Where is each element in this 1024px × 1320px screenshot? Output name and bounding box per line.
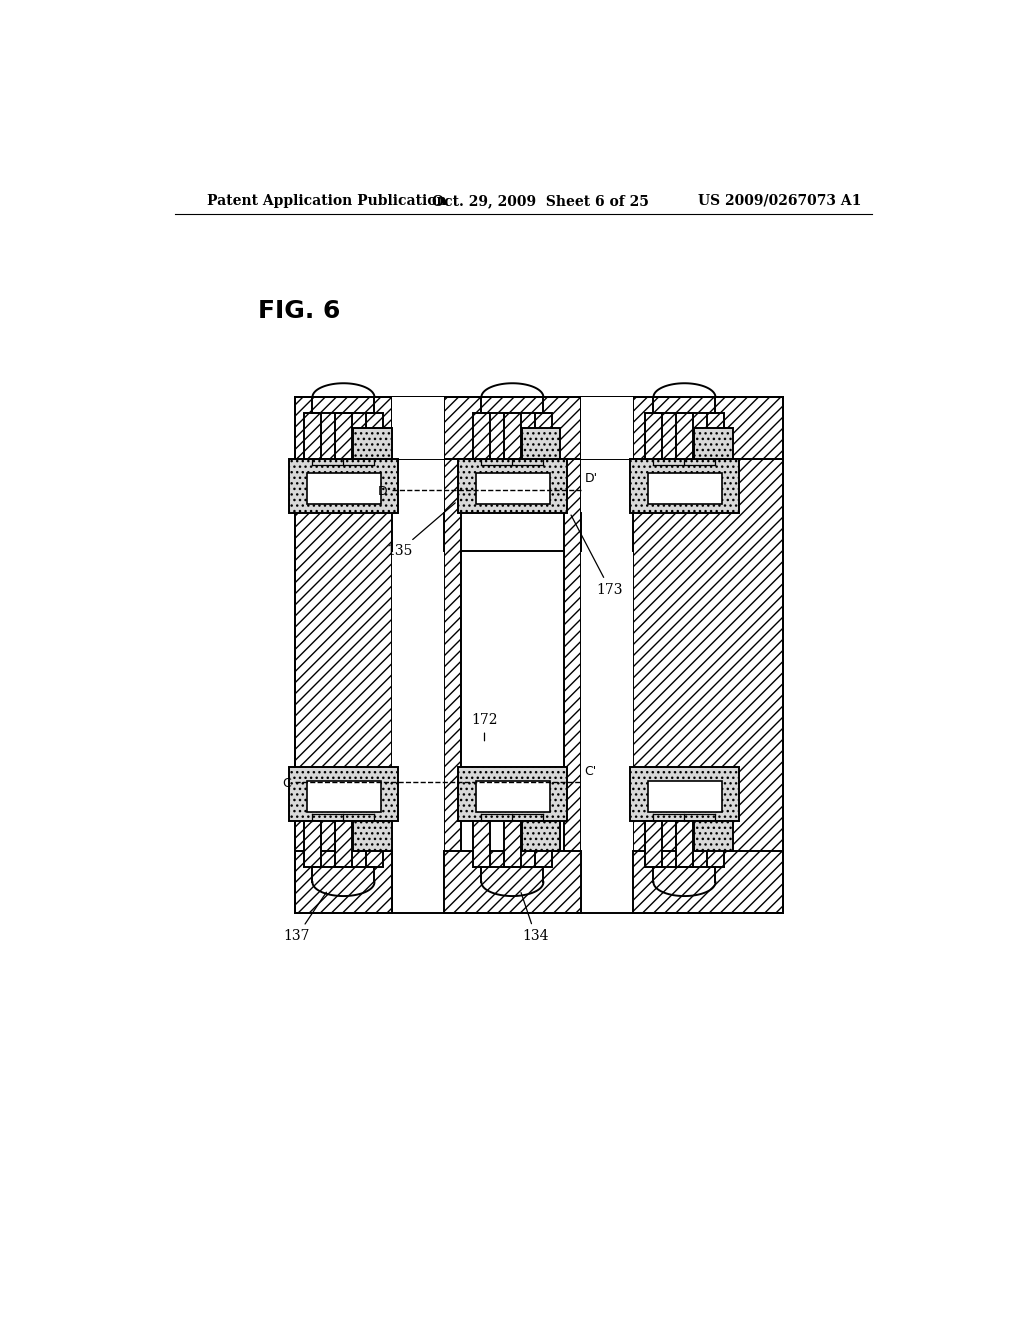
Bar	[648, 781, 722, 812]
Text: 173: 173	[571, 515, 624, 597]
Bar	[461, 552, 563, 767]
Bar	[444, 397, 581, 459]
Text: FIG. 6: FIG. 6	[258, 298, 341, 323]
Bar	[366, 412, 383, 459]
Bar	[295, 397, 391, 913]
Bar	[458, 767, 566, 821]
Bar	[633, 397, 783, 913]
Bar	[391, 397, 444, 913]
Bar	[295, 397, 391, 459]
Bar	[693, 428, 732, 459]
Bar	[335, 821, 352, 867]
Bar	[444, 851, 581, 913]
Bar	[707, 412, 724, 459]
Text: 135: 135	[386, 503, 456, 558]
Text: US 2009/0267073 A1: US 2009/0267073 A1	[697, 194, 861, 207]
Bar	[304, 821, 321, 867]
Bar	[676, 821, 693, 867]
Bar	[563, 397, 581, 913]
Bar	[535, 412, 552, 459]
Bar	[648, 474, 722, 504]
Bar	[521, 821, 560, 851]
Bar	[630, 459, 738, 512]
Bar	[352, 428, 391, 459]
Bar	[295, 397, 783, 459]
Bar	[521, 428, 560, 459]
Text: D': D'	[585, 473, 598, 486]
Bar	[476, 474, 550, 504]
Text: 172: 172	[471, 714, 498, 741]
Bar	[391, 397, 444, 459]
Bar	[366, 821, 383, 867]
Bar	[335, 412, 352, 459]
Text: C': C'	[585, 764, 597, 777]
Text: Oct. 29, 2009  Sheet 6 of 25: Oct. 29, 2009 Sheet 6 of 25	[432, 194, 648, 207]
Bar	[504, 412, 521, 459]
Bar	[645, 412, 662, 459]
Bar	[581, 397, 633, 913]
Bar	[645, 821, 662, 867]
Bar	[633, 397, 783, 459]
Bar	[693, 821, 732, 851]
Bar	[473, 821, 489, 867]
Bar	[289, 459, 397, 512]
Bar	[630, 767, 738, 821]
Bar	[535, 821, 552, 867]
Bar	[707, 821, 724, 867]
Bar	[307, 781, 381, 812]
Bar	[289, 767, 397, 821]
Bar	[295, 851, 391, 913]
Text: 137: 137	[284, 892, 327, 942]
Bar	[633, 851, 783, 913]
Text: Patent Application Publication: Patent Application Publication	[207, 194, 446, 207]
Text: C: C	[282, 777, 291, 791]
Bar	[304, 412, 321, 459]
Bar	[676, 412, 693, 459]
Bar	[504, 821, 521, 867]
Text: 134: 134	[521, 892, 549, 942]
Bar	[476, 781, 550, 812]
Bar	[352, 821, 391, 851]
Text: D: D	[378, 484, 388, 498]
Bar	[473, 412, 489, 459]
Bar	[307, 474, 381, 504]
Bar	[444, 397, 461, 913]
Bar	[458, 459, 566, 512]
Bar	[581, 397, 633, 459]
